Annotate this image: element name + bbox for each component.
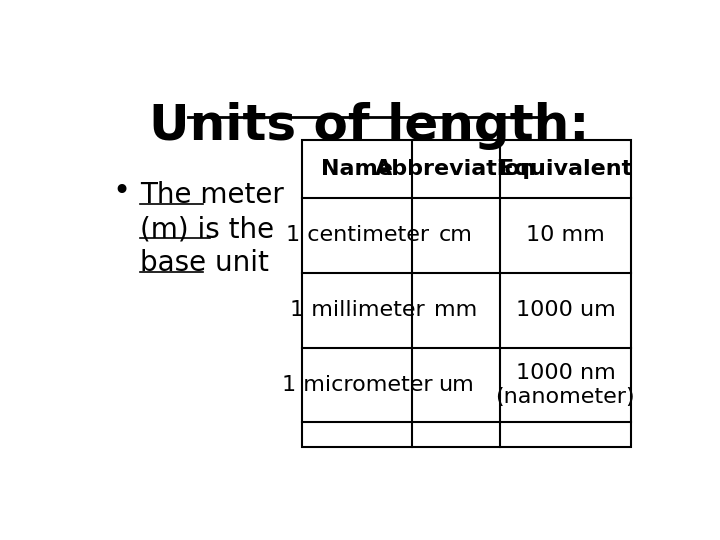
Text: cm: cm	[439, 225, 473, 245]
Text: mm: mm	[434, 300, 477, 320]
Text: base unit: base unit	[140, 249, 269, 278]
Text: 1 millimeter: 1 millimeter	[290, 300, 425, 320]
Text: Units of length:: Units of length:	[149, 102, 589, 150]
Text: 1000 nm
(nanometer): 1000 nm (nanometer)	[495, 363, 635, 407]
Text: 1 centimeter: 1 centimeter	[286, 225, 428, 245]
Text: •: •	[112, 177, 130, 206]
Text: The meter: The meter	[140, 181, 284, 209]
Text: 10 mm: 10 mm	[526, 225, 605, 245]
Bar	[302, 140, 631, 447]
Text: um: um	[438, 375, 474, 395]
Text: (m) is the: (m) is the	[140, 215, 274, 244]
Text: 1000 um: 1000 um	[516, 300, 616, 320]
Text: Equivalent: Equivalent	[499, 159, 632, 179]
Text: Abbreviation: Abbreviation	[375, 159, 537, 179]
Text: 1 micrometer: 1 micrometer	[282, 375, 433, 395]
Text: Name: Name	[321, 159, 393, 179]
